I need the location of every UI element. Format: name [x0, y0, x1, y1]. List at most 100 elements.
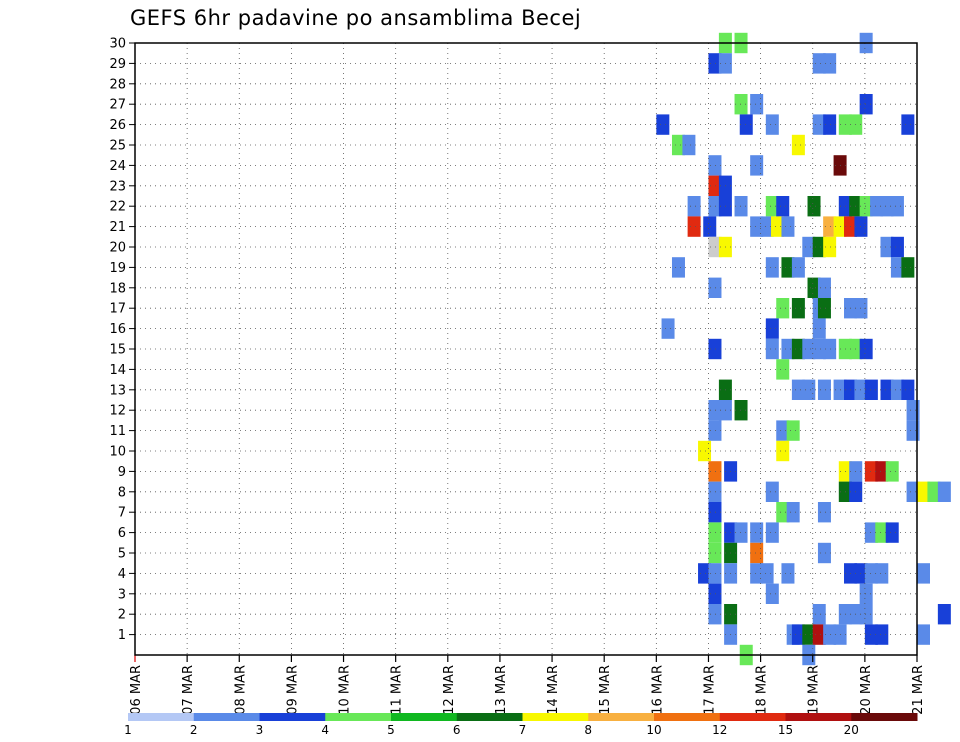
colorbar-label: 5 [387, 723, 395, 737]
x-tick-label: 15 MAR [598, 665, 613, 715]
colorbar-swatch [522, 713, 589, 721]
x-tick-label: 20 MAR [859, 665, 874, 715]
heatmap-cell [880, 379, 894, 400]
heatmap-cell [859, 196, 873, 217]
heatmap-cell [864, 379, 878, 400]
heatmap-cell [812, 318, 826, 339]
heatmap-cell [890, 379, 904, 400]
y-tick-label: 28 [109, 77, 126, 92]
heatmap-cell [937, 604, 951, 625]
colorbar-swatch [128, 713, 195, 721]
y-tick-label: 10 [109, 445, 126, 460]
y-tick-label: 5 [118, 547, 126, 562]
heatmap-cell [765, 338, 779, 360]
heatmap-cell [708, 400, 722, 421]
colorbar-swatch [654, 713, 721, 721]
heatmap-cell [875, 522, 889, 543]
heatmap-cell [750, 94, 764, 115]
heatmap-cell [823, 53, 837, 74]
heatmap-cell [781, 216, 795, 237]
heatmap-cell [802, 379, 816, 400]
heatmap-cell [708, 236, 722, 258]
grid-lines [135, 43, 917, 655]
heatmap-cell [760, 216, 774, 237]
colorbar-label: 20 [844, 723, 859, 737]
heatmap-cell [901, 379, 915, 400]
heatmap-cell [864, 563, 878, 584]
y-tick-label: 12 [109, 404, 126, 419]
y-tick-label: 21 [109, 220, 126, 235]
heatmap-cell [859, 338, 873, 360]
heatmap-cell [765, 114, 779, 135]
heatmap-cell [823, 624, 837, 645]
heatmap-cell [750, 155, 764, 176]
colorbar-label: 12 [712, 723, 727, 737]
y-tick-label: 24 [109, 159, 126, 174]
heatmap-cell [864, 461, 878, 482]
heatmap-cell [875, 461, 889, 482]
colorbar-label: 4 [321, 723, 329, 737]
x-tick-label: 07 MAR [181, 665, 196, 715]
heatmap-cell [807, 277, 821, 298]
heatmap-cell [786, 420, 800, 441]
heatmap-cell [750, 563, 764, 584]
heatmap-cell [917, 624, 930, 645]
heatmap-cell [687, 216, 701, 237]
heatmap-cell [812, 604, 826, 625]
heatmap-cell [885, 522, 899, 543]
heatmap-cell [765, 318, 779, 339]
heatmap-cell [708, 420, 722, 441]
y-tick-label: 27 [109, 98, 126, 113]
heatmap-cell [807, 196, 821, 217]
heatmap-cell [776, 196, 790, 217]
y-tick-label: 22 [109, 200, 126, 215]
heatmap-cell [791, 624, 805, 645]
colorbar-label: 7 [519, 723, 527, 737]
x-tick-label: 09 MAR [285, 665, 300, 715]
y-axis-ticks: 1234567891011121314151617181920212223242… [109, 37, 135, 643]
y-tick-label: 30 [109, 37, 126, 52]
heatmap-cell [812, 338, 826, 360]
y-tick-label: 19 [109, 261, 126, 276]
x-tick-label: 14 MAR [546, 665, 561, 715]
heatmap-cell [817, 379, 831, 400]
heatmap-cell [802, 338, 816, 360]
heatmap-cell [901, 257, 915, 278]
heatmap-cell [859, 583, 873, 604]
heatmap-cell [859, 94, 873, 115]
x-tick-label: 17 MAR [702, 665, 717, 715]
heatmap-cell [750, 542, 764, 564]
y-tick-label: 20 [109, 241, 126, 256]
x-axis-ticks: 06 MAR 07 MAR 08 MAR 09 MAR 10 MAR 11 MAR 12 M… [129, 655, 926, 715]
colorbar-swatch [588, 713, 655, 721]
heatmap-cell [937, 481, 951, 502]
heatmap-cell [890, 196, 904, 217]
y-tick-label: 18 [109, 281, 126, 296]
heatmap-cell [739, 114, 753, 135]
heatmap-cell [781, 257, 795, 278]
y-tick-label: 26 [109, 118, 126, 133]
heatmap-cell [708, 481, 722, 502]
y-tick-label: 9 [118, 465, 126, 480]
heatmap-cell [781, 563, 795, 584]
colorbar-swatch [259, 713, 326, 721]
heatmap-cell [823, 338, 837, 360]
colorbar-label: 8 [584, 723, 592, 737]
colorbar-label: 1 [124, 723, 132, 737]
y-tick-label: 11 [109, 424, 126, 439]
colorbar-label: 2 [190, 723, 198, 737]
x-tick-label: 13 MAR [494, 665, 509, 715]
heatmap-cell [708, 338, 722, 360]
heatmap-cell [823, 114, 837, 135]
heatmap-cell [791, 298, 805, 319]
heatmap-cell [791, 379, 805, 400]
colorbar-swatch [193, 713, 260, 721]
heatmap-cell [864, 624, 878, 645]
heatmap-cell [917, 481, 930, 502]
y-tick-label: 23 [109, 179, 126, 194]
heatmap-cell [703, 216, 717, 237]
heatmap-cell [708, 155, 722, 176]
y-tick-label: 29 [109, 57, 126, 72]
heatmap-cell [671, 257, 685, 278]
